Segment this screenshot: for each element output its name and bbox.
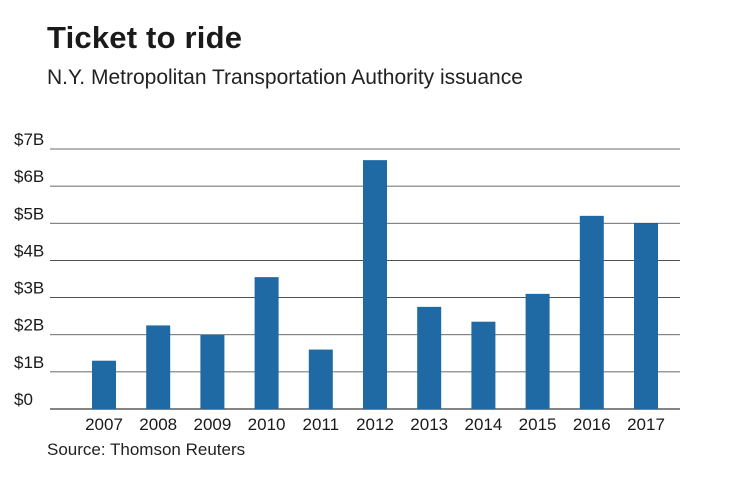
x-tick-label: 2017 <box>627 415 665 434</box>
x-tick-label: 2011 <box>303 415 340 434</box>
x-tick-label: 2007 <box>85 415 123 434</box>
x-tick-label: 2010 <box>248 415 286 434</box>
y-tick-label: $4B <box>14 241 44 260</box>
bar-2007 <box>92 360 116 409</box>
x-tick-label: 2012 <box>356 415 394 434</box>
bar-2014 <box>471 321 496 409</box>
y-tick-label: $2B <box>14 316 44 335</box>
source-note: Source: Thomson Reuters <box>47 440 246 459</box>
x-tick-label: 2013 <box>410 415 448 434</box>
x-tick-label: 2008 <box>139 415 177 434</box>
y-tick-label: $3B <box>14 279 44 298</box>
x-tick-label: 2009 <box>193 415 231 434</box>
x-axis-labels: 2007 2008 2009 2010 2011 2012 2013 2014 2015 2016… <box>85 415 665 434</box>
bar-2012 <box>363 160 387 409</box>
bar-2017 <box>634 223 658 409</box>
x-tick-label: 2014 <box>464 415 502 434</box>
x-tick-label: 2016 <box>573 415 611 434</box>
bar-2010 <box>254 277 279 409</box>
bar-2011 <box>308 349 333 409</box>
bar-2009 <box>200 334 225 409</box>
y-tick-label: $5B <box>14 204 44 223</box>
bar-2015 <box>525 293 550 409</box>
y-axis-labels: $0 $1B $2B $3B $4B $5B $6B $7B <box>14 130 44 409</box>
chart-title: Ticket to ride <box>47 20 243 55</box>
y-tick-label: $7B <box>14 130 44 149</box>
y-tick-label: $0 <box>14 390 33 409</box>
bar-2013 <box>417 306 442 409</box>
bar-2008 <box>146 325 171 409</box>
x-tick-label: 2015 <box>519 415 557 434</box>
y-tick-label: $1B <box>14 353 44 372</box>
chart-subtitle: N.Y. Metropolitan Transportation Authori… <box>47 66 523 89</box>
bars <box>92 160 658 409</box>
bar-2016 <box>579 215 604 409</box>
y-tick-label: $6B <box>14 167 44 186</box>
